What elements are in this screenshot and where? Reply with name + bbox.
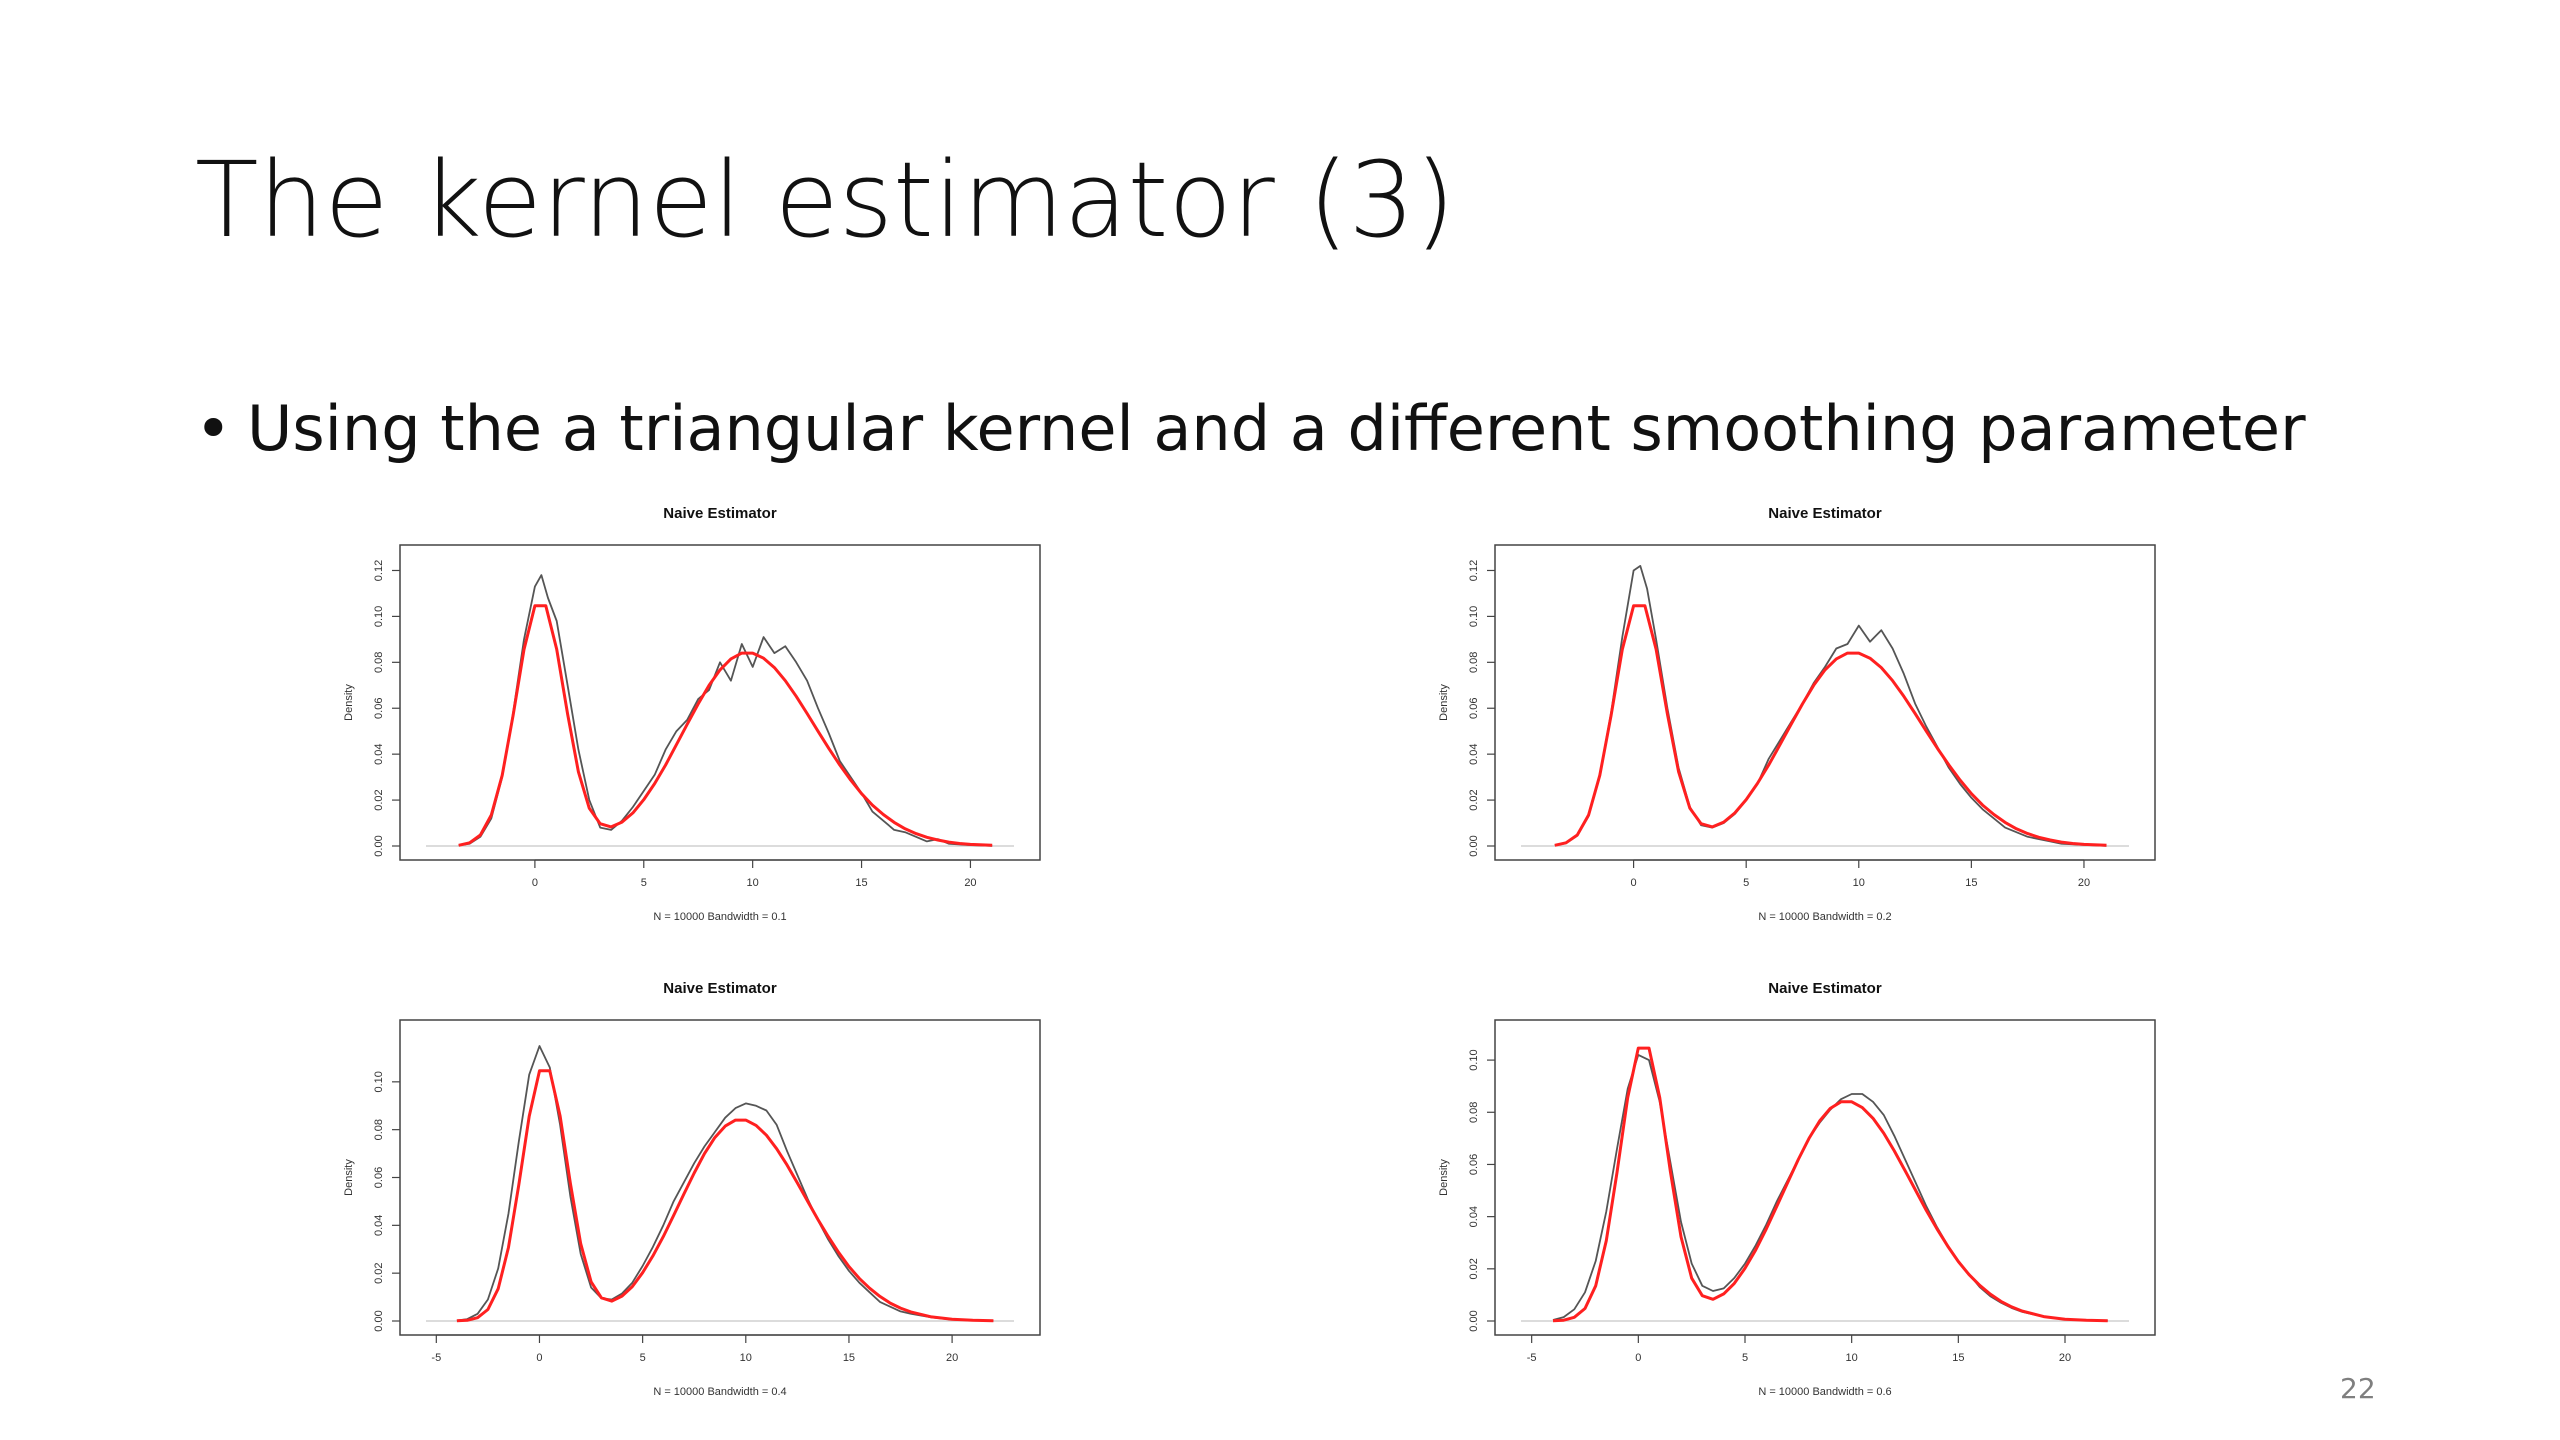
x-tick-label: 10 xyxy=(740,1352,752,1364)
x-tick-label: 0 xyxy=(536,1352,542,1364)
x-tick-label: 15 xyxy=(1965,877,1977,889)
x-tick-label: 5 xyxy=(1742,1352,1748,1364)
x-axis-label: N = 10000 Bandwidth = 0.6 xyxy=(1758,1386,1891,1398)
true-density-line xyxy=(1552,1046,2108,1323)
x-tick-label: 5 xyxy=(1743,877,1749,889)
y-axis-label: Density xyxy=(1438,684,1450,721)
y-tick-label: 0.10 xyxy=(373,1071,385,1092)
y-tick-label: 0.00 xyxy=(373,1310,385,1331)
chart-title: Naive Estimator xyxy=(663,980,777,997)
y-axis-label: Density xyxy=(343,684,355,721)
y-tick-label: 0.02 xyxy=(373,1262,385,1283)
y-tick-label: 0.00 xyxy=(1468,835,1480,856)
x-tick-label: 20 xyxy=(2059,1352,2071,1364)
slide-number: 22 xyxy=(2340,1372,2376,1405)
chart-title: Naive Estimator xyxy=(1768,980,1882,997)
y-tick-label: 0.10 xyxy=(1468,606,1480,627)
y-axis-label: Density xyxy=(343,1159,355,1196)
y-tick-label: 0.12 xyxy=(1468,560,1480,581)
y-tick-label: 0.06 xyxy=(1468,1154,1480,1175)
y-tick-label: 0.02 xyxy=(373,789,385,810)
y-tick-label: 0.08 xyxy=(1468,652,1480,673)
kernel-estimate-line xyxy=(456,1045,994,1322)
y-tick-label: 0.08 xyxy=(1468,1102,1480,1123)
y-tick-label: 0.02 xyxy=(1468,1258,1480,1279)
x-tick-label: 0 xyxy=(532,877,538,889)
y-tick-label: 0.06 xyxy=(1468,698,1480,719)
plot-frame xyxy=(399,544,1041,861)
true-density-line xyxy=(458,604,993,847)
chart-1: Naive Estimator 0 5 10 15 20 N = 10000 Bandwid… xyxy=(343,505,1041,923)
y-tick-label: 0.04 xyxy=(373,1215,385,1236)
x-tick-label: -5 xyxy=(1527,1352,1537,1364)
kernel-estimate-line xyxy=(1552,1054,2108,1322)
y-tick-label: 0.04 xyxy=(373,743,385,764)
y-tick-label: 0.08 xyxy=(373,1119,385,1140)
y-axis-label: Density xyxy=(1438,1159,1450,1196)
y-tick-label: 0.10 xyxy=(373,606,385,627)
x-axis-label: N = 10000 Bandwidth = 0.4 xyxy=(653,1386,786,1398)
kernel-estimate-line xyxy=(1554,565,2107,847)
y-tick-label: 0.10 xyxy=(1468,1049,1480,1070)
x-tick-label: 0 xyxy=(1635,1352,1641,1364)
true-density-line xyxy=(1554,604,2107,847)
y-tick-label: 0.08 xyxy=(373,652,385,673)
chart-title: Naive Estimator xyxy=(663,505,777,522)
chart-2: Naive Estimator 0 5 10 15 20 N = 10000 Bandwid… xyxy=(1438,505,2156,923)
y-tick-label: 0.12 xyxy=(373,560,385,581)
x-tick-label: 5 xyxy=(641,877,647,889)
x-tick-label: 10 xyxy=(1846,1352,1858,1364)
x-tick-label: 5 xyxy=(640,1352,646,1364)
x-tick-label: 15 xyxy=(843,1352,855,1364)
y-tick-label: 0.06 xyxy=(373,698,385,719)
x-tick-label: 15 xyxy=(1952,1352,1964,1364)
x-tick-label: 0 xyxy=(1631,877,1637,889)
x-tick-label: 15 xyxy=(855,877,867,889)
bullet-item: • Using the a triangular kernel and a dif… xyxy=(195,398,2306,460)
chart-3: Naive Estimator -5 0 5 10 15 20 N = 10000 Bandw… xyxy=(343,980,1041,1398)
y-tick-label: 0.06 xyxy=(373,1167,385,1188)
bullet-marker: • xyxy=(195,392,232,465)
x-tick-label: 10 xyxy=(1853,877,1865,889)
plot-frame xyxy=(399,1019,1041,1336)
bullet-text: Using the a triangular kernel and a diff… xyxy=(247,392,2306,465)
y-tick-label: 0.00 xyxy=(373,835,385,856)
chart-4: Naive Estimator -5 0 5 10 15 20 N = 10000 Bandw… xyxy=(1438,980,2156,1398)
x-axis-label: N = 10000 Bandwidth = 0.2 xyxy=(1758,911,1891,923)
y-tick-label: 0.04 xyxy=(1468,1206,1480,1227)
x-tick-label: 20 xyxy=(946,1352,958,1364)
plot-frame xyxy=(1494,544,2156,861)
y-tick-label: 0.04 xyxy=(1468,743,1480,764)
slide-title: The kernel estimator (3) xyxy=(195,139,1456,261)
chart-title: Naive Estimator xyxy=(1768,505,1882,522)
true-density-line xyxy=(456,1069,994,1323)
x-axis-label: N = 10000 Bandwidth = 0.1 xyxy=(653,911,786,923)
y-tick-label: 0.00 xyxy=(1468,1310,1480,1331)
y-tick-label: 0.02 xyxy=(1468,789,1480,810)
kernel-estimate-line xyxy=(458,574,993,847)
x-tick-label: 20 xyxy=(964,877,976,889)
x-tick-label: 20 xyxy=(2078,877,2090,889)
x-tick-label: 10 xyxy=(747,877,759,889)
x-tick-label: -5 xyxy=(431,1352,441,1364)
